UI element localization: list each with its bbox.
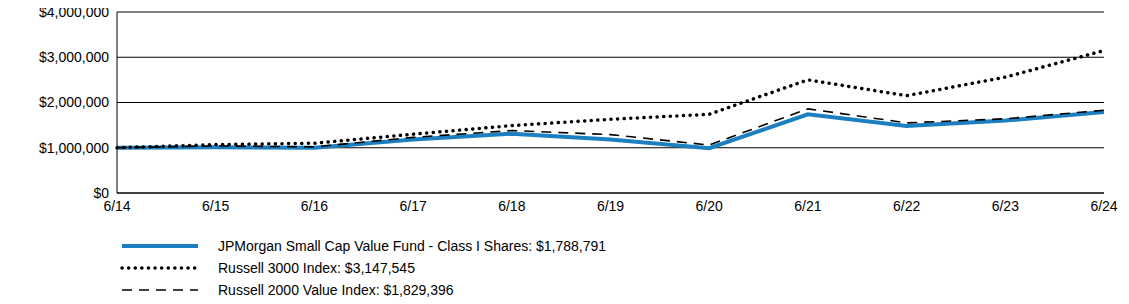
svg-text:$2,000,000: $2,000,000 — [39, 94, 109, 110]
svg-text:6/22: 6/22 — [893, 198, 920, 214]
svg-text:$3,000,000: $3,000,000 — [39, 49, 109, 65]
svg-text:6/15: 6/15 — [202, 198, 229, 214]
svg-text:6/18: 6/18 — [498, 198, 525, 214]
svg-text:6/19: 6/19 — [597, 198, 624, 214]
svg-text:$1,000,000: $1,000,000 — [39, 140, 109, 156]
svg-text:6/14: 6/14 — [103, 197, 131, 214]
svg-text:6/17: 6/17 — [399, 198, 426, 214]
html-text:Russell 2000 Value Index: $1,8: Russell 2000 Value Index: $1,829,396 — [218, 282, 454, 298]
svg-text:6/21: 6/21 — [794, 198, 821, 214]
html-text:Russell 3000 Index: $3,147,545: Russell 3000 Index: $3,147,545 — [218, 260, 415, 276]
svg-text:$4,000,000: $4,000,000 — [39, 8, 109, 20]
svg-text:$0: $0 — [93, 185, 109, 201]
svg-text:6/24: 6/24 — [1090, 198, 1117, 214]
svg-text:6/23: 6/23 — [992, 198, 1019, 214]
svg-text:6/20: 6/20 — [696, 198, 723, 214]
svg-text:6/16: 6/16 — [301, 198, 328, 214]
html-text:JPMorgan Small Cap Value Fund: JPMorgan Small Cap Value Fund - Class I … — [218, 238, 607, 254]
